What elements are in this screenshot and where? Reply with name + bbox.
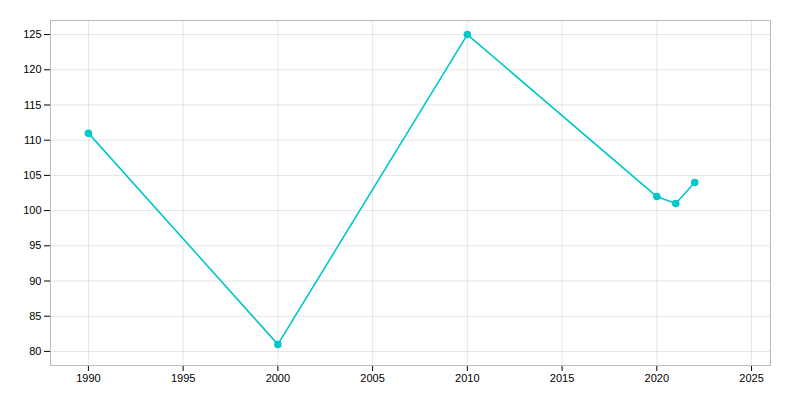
svg-text:125: 125 <box>23 28 41 40</box>
svg-text:2005: 2005 <box>360 372 384 384</box>
svg-text:2000: 2000 <box>266 372 290 384</box>
svg-text:105: 105 <box>23 169 41 181</box>
svg-text:95: 95 <box>29 239 41 251</box>
svg-text:90: 90 <box>29 275 41 287</box>
svg-text:115: 115 <box>24 99 42 111</box>
svg-text:2020: 2020 <box>645 372 669 384</box>
svg-text:2015: 2015 <box>550 372 574 384</box>
svg-text:85: 85 <box>29 310 41 322</box>
svg-text:120: 120 <box>23 63 41 75</box>
svg-text:100: 100 <box>23 204 41 216</box>
svg-text:2025: 2025 <box>739 372 763 384</box>
svg-text:1990: 1990 <box>76 372 100 384</box>
svg-text:1995: 1995 <box>171 372 195 384</box>
svg-text:2010: 2010 <box>455 372 479 384</box>
svg-text:80: 80 <box>29 345 41 357</box>
svg-text:110: 110 <box>24 134 42 146</box>
